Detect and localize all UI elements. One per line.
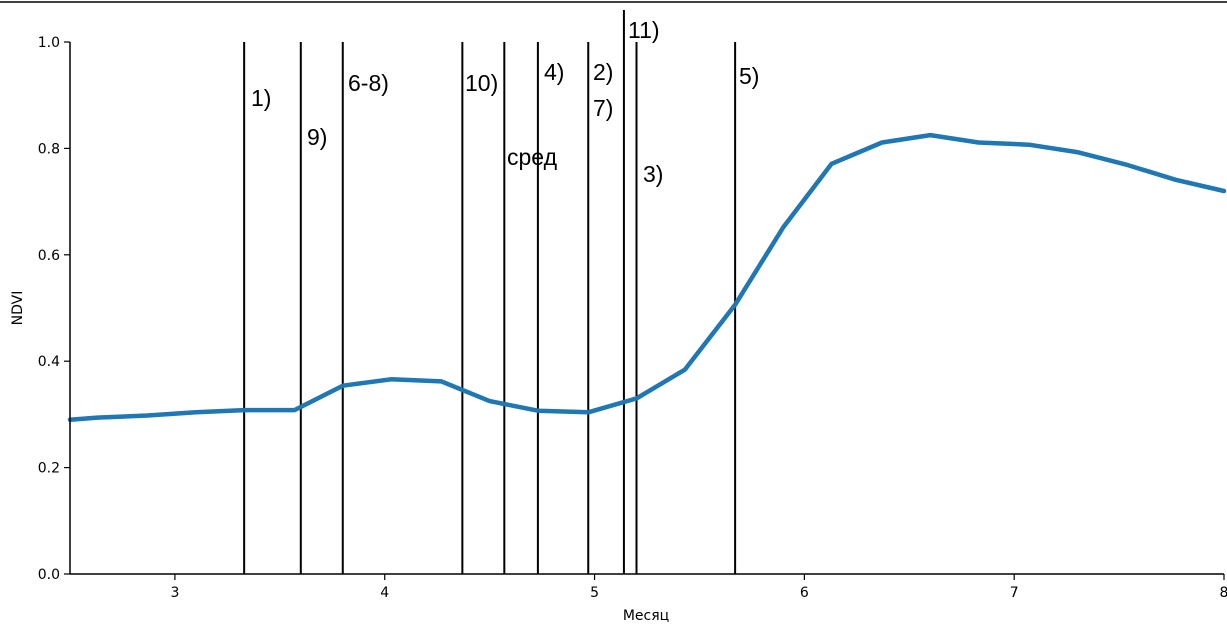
vline-label-5: 4) [544, 59, 564, 85]
vertical-lines [243, 10, 737, 574]
x-tick-label-3: 6 [800, 585, 809, 601]
series-line-0 [67, 132, 1227, 422]
x-tick-label-0: 3 [170, 585, 179, 601]
y-tick-label-1: 0.2 [38, 461, 60, 477]
axes: 0.0 0.2 0.4 0.6 0.8 1.0 3 4 5 6 7 8 [38, 35, 1227, 601]
x-tick-label-5: 8 [1220, 585, 1227, 601]
vline-label-1: 9) [307, 124, 327, 150]
x-tick-label-2: 5 [590, 585, 599, 601]
vline-label-9: 3) [643, 161, 663, 187]
vline-label-7: 7) [593, 95, 613, 121]
annotations: 1) 9) 6-8) 10) сред 4) 2) 7) 11) 3) 5) [251, 17, 759, 187]
vline-label-3: 10) [465, 70, 498, 96]
x-tick-label-4: 7 [1010, 585, 1019, 601]
y-tick-label-2: 0.4 [38, 354, 60, 370]
vline-label-10: 5) [739, 63, 759, 89]
x-axis-title: Месяц [623, 608, 669, 624]
vline-label-6: 2) [593, 59, 613, 85]
y-tick-label-3: 0.6 [38, 248, 60, 264]
y-axis-title: NDVI [10, 291, 26, 326]
vline-label-0: 1) [251, 85, 271, 111]
y-tick-label-0: 0.0 [38, 567, 60, 583]
vline-label-8: 11) [628, 17, 660, 43]
vline-label-2: 6-8) [348, 70, 389, 96]
series-layer [67, 132, 1227, 422]
y-tick-label-4: 0.8 [38, 141, 60, 157]
vline-label-4: сред [507, 144, 558, 170]
y-tick-label-5: 1.0 [38, 35, 60, 51]
x-tick-label-1: 4 [380, 585, 389, 601]
